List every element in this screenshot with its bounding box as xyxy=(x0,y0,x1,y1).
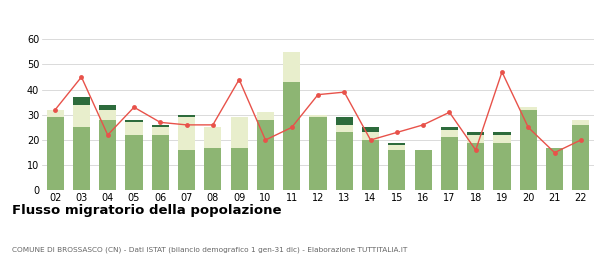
Bar xyxy=(362,127,379,132)
Bar xyxy=(125,122,143,135)
Bar xyxy=(441,130,458,137)
Bar xyxy=(388,150,406,190)
Bar xyxy=(493,135,511,143)
Bar xyxy=(73,127,90,190)
Bar xyxy=(73,105,90,127)
Text: Flusso migratorio della popolazione: Flusso migratorio della popolazione xyxy=(12,204,281,217)
Bar xyxy=(205,127,221,148)
Bar xyxy=(388,143,406,145)
Bar xyxy=(152,125,169,127)
Bar xyxy=(415,150,431,190)
Bar xyxy=(257,112,274,120)
Bar xyxy=(99,105,116,110)
Bar xyxy=(467,132,484,135)
Bar xyxy=(99,110,116,120)
Bar xyxy=(493,132,511,135)
Bar xyxy=(230,148,248,190)
Bar xyxy=(362,140,379,190)
Bar xyxy=(47,117,64,190)
Bar xyxy=(362,132,379,140)
Bar xyxy=(310,115,326,117)
Bar xyxy=(205,148,221,190)
Bar xyxy=(125,135,143,190)
Bar xyxy=(493,143,511,190)
Bar xyxy=(336,125,353,132)
Bar xyxy=(520,110,537,190)
Bar xyxy=(467,135,484,143)
Bar xyxy=(125,120,143,122)
Text: COMUNE DI BROSSASCO (CN) - Dati ISTAT (bilancio demografico 1 gen-31 dic) - Elab: COMUNE DI BROSSASCO (CN) - Dati ISTAT (b… xyxy=(12,246,407,253)
Bar xyxy=(310,117,326,190)
Bar xyxy=(388,145,406,150)
Bar xyxy=(441,127,458,130)
Bar xyxy=(572,120,589,125)
Bar xyxy=(152,127,169,135)
Bar xyxy=(520,107,537,110)
Bar xyxy=(178,117,195,150)
Bar xyxy=(99,120,116,190)
Bar xyxy=(47,110,64,117)
Bar xyxy=(546,148,563,190)
Bar xyxy=(178,150,195,190)
Bar xyxy=(572,125,589,190)
Bar xyxy=(336,117,353,125)
Bar xyxy=(283,52,300,82)
Bar xyxy=(257,120,274,190)
Bar xyxy=(336,132,353,190)
Bar xyxy=(441,137,458,190)
Bar xyxy=(283,82,300,190)
Bar xyxy=(467,143,484,190)
Bar xyxy=(178,115,195,117)
Bar xyxy=(152,135,169,190)
Bar xyxy=(230,117,248,148)
Bar xyxy=(73,97,90,105)
